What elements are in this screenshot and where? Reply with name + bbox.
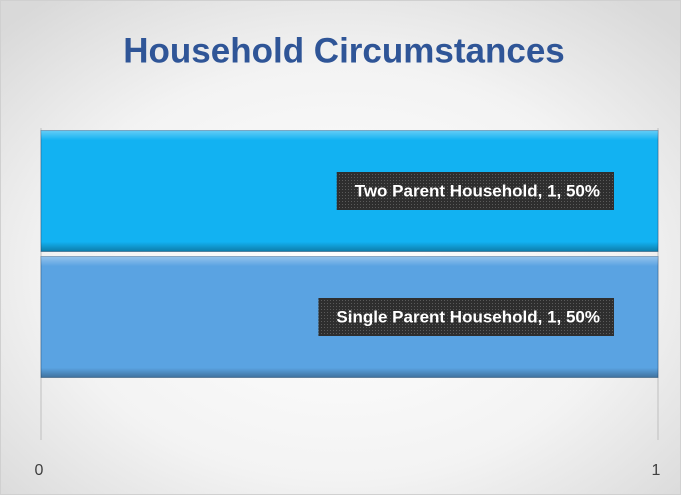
- x-tick-label: 1: [652, 462, 661, 479]
- data-label-box: [318, 298, 614, 336]
- x-tick-label: 0: [35, 462, 44, 479]
- data-label-box: [336, 172, 614, 210]
- data-label: Two Parent Household, 1, 50%: [355, 181, 600, 200]
- chart-title: Household Circumstances: [123, 31, 565, 70]
- data-label: Single Parent Household, 1, 50%: [336, 307, 600, 326]
